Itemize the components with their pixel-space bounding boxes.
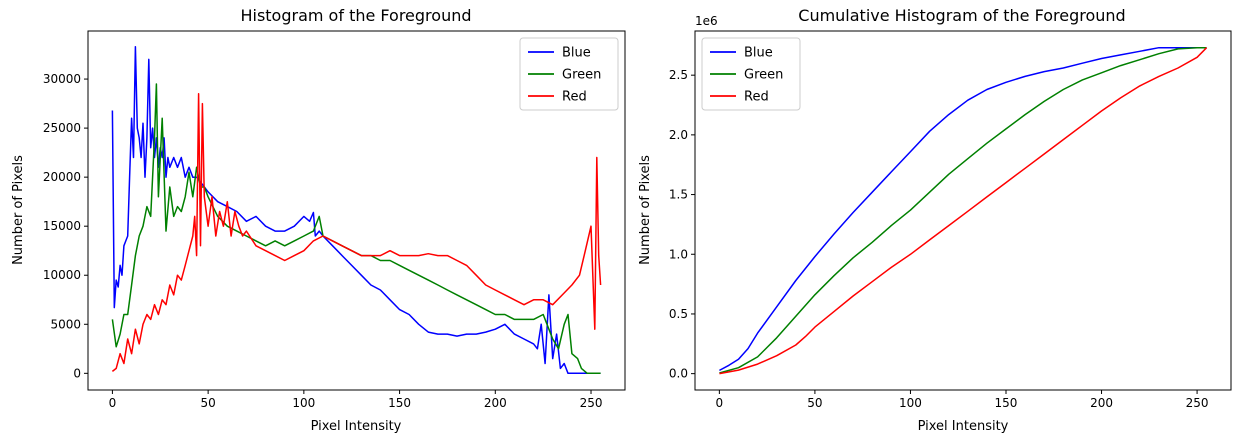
series-lines xyxy=(111,45,602,375)
series-line-blue xyxy=(719,46,1207,372)
y-axis-label: Number of Pixels xyxy=(11,155,26,265)
x-tick-label: 50 xyxy=(807,396,822,410)
cumulative-histogram-chart: Cumulative Histogram of the Foreground 0… xyxy=(638,6,1232,434)
y-axis-label: Number of Pixels xyxy=(638,155,653,265)
series-line-green xyxy=(111,83,601,375)
chart-title: Histogram of the Foreground xyxy=(240,6,471,25)
x-tick-label: 150 xyxy=(388,396,411,410)
y-tick-label: 2.0 xyxy=(669,128,688,142)
plot-frame xyxy=(694,30,1232,391)
axis-ticks: 0 50 100 150 200 250 0 5000 10000 15000 20000 25000… xyxy=(43,72,603,410)
y-tick-label: 15000 xyxy=(43,219,81,233)
y-tick-label: 2.5 xyxy=(669,68,688,82)
legend-box xyxy=(701,37,801,111)
series-line-red xyxy=(719,47,1208,375)
legend-entry: Red xyxy=(744,90,769,105)
y-tick-label: 20000 xyxy=(43,170,81,184)
legend-entry: Green xyxy=(562,68,601,83)
legend-entry: Blue xyxy=(744,46,773,61)
chart-title: Cumulative Histogram of the Foreground xyxy=(798,6,1125,25)
x-tick-label: 150 xyxy=(995,396,1018,410)
x-tick-label: 0 xyxy=(716,396,724,410)
histogram-chart: Histogram of the Foreground 0 50 100 150 200… xyxy=(11,6,626,434)
x-tick-label: 0 xyxy=(109,396,117,410)
y-tick-label: 1.5 xyxy=(669,188,688,202)
legend-entry: Green xyxy=(744,68,783,83)
x-tick-label: 200 xyxy=(1090,396,1113,410)
legend: Blue Green Red xyxy=(701,37,801,111)
legend: Blue Green Red xyxy=(519,37,619,111)
series-line-green xyxy=(719,46,1207,374)
plot-frame xyxy=(87,30,626,391)
legend-box xyxy=(519,37,619,111)
y-offset-text: 1e6 xyxy=(695,14,718,28)
x-tick-label: 100 xyxy=(899,396,922,410)
y-tick-label: 0.0 xyxy=(669,367,688,381)
series-lines xyxy=(719,46,1208,375)
x-axis-label: Pixel Intensity xyxy=(918,419,1009,434)
legend-entry: Blue xyxy=(562,46,591,61)
y-tick-label: 1.0 xyxy=(669,247,688,261)
x-tick-label: 50 xyxy=(200,396,215,410)
y-tick-label: 5000 xyxy=(50,317,81,331)
y-tick-label: 25000 xyxy=(43,121,81,135)
y-tick-label: 30000 xyxy=(43,72,81,86)
y-tick-label: 0.5 xyxy=(669,307,688,321)
x-tick-label: 250 xyxy=(1186,396,1209,410)
x-tick-label: 250 xyxy=(580,396,603,410)
x-axis-label: Pixel Intensity xyxy=(311,419,402,434)
y-tick-label: 10000 xyxy=(43,268,81,282)
axis-ticks: 0 50 100 150 200 250 0.0 0.5 1.0 1.5 2.0 2.5 xyxy=(669,68,1209,410)
x-tick-label: 100 xyxy=(292,396,315,410)
x-tick-label: 200 xyxy=(484,396,507,410)
series-line-blue xyxy=(111,45,601,375)
y-tick-label: 0 xyxy=(73,366,81,380)
legend-entry: Red xyxy=(562,90,587,105)
series-line-red xyxy=(111,93,602,372)
